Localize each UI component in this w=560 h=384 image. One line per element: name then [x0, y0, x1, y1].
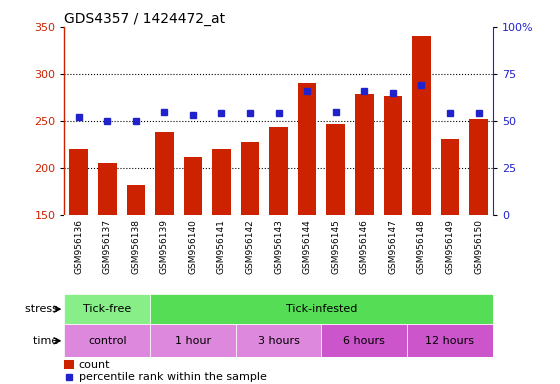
Text: 3 hours: 3 hours — [258, 336, 300, 346]
Text: Tick-free: Tick-free — [83, 304, 132, 314]
Bar — [407, 324, 493, 357]
Text: GSM956146: GSM956146 — [360, 219, 369, 274]
Bar — [441, 139, 459, 215]
Text: GSM956144: GSM956144 — [302, 219, 312, 274]
Bar — [150, 294, 493, 324]
Text: count: count — [78, 360, 110, 370]
Text: Tick-infested: Tick-infested — [286, 304, 357, 314]
Bar — [269, 127, 288, 215]
Text: percentile rank within the sample: percentile rank within the sample — [78, 372, 267, 382]
Text: GSM956140: GSM956140 — [188, 219, 198, 274]
Bar — [98, 163, 116, 215]
Text: GSM956150: GSM956150 — [474, 219, 483, 274]
Text: GSM956149: GSM956149 — [445, 219, 455, 274]
Text: GSM956142: GSM956142 — [245, 219, 255, 274]
Bar — [241, 142, 259, 215]
Bar — [355, 94, 374, 215]
Text: GSM956141: GSM956141 — [217, 219, 226, 274]
Text: GSM956137: GSM956137 — [102, 219, 112, 274]
Bar — [184, 157, 202, 215]
Bar — [321, 324, 407, 357]
Text: GSM956138: GSM956138 — [131, 219, 141, 274]
Text: GSM956143: GSM956143 — [274, 219, 283, 274]
Bar — [64, 294, 150, 324]
Text: GSM956147: GSM956147 — [388, 219, 398, 274]
Bar — [64, 324, 150, 357]
Text: GSM956148: GSM956148 — [417, 219, 426, 274]
Bar — [212, 149, 231, 215]
Bar — [384, 96, 402, 215]
Bar — [64, 359, 74, 369]
Bar — [326, 124, 345, 215]
Text: 6 hours: 6 hours — [343, 336, 385, 346]
Text: time: time — [33, 336, 62, 346]
Text: stress: stress — [25, 304, 62, 314]
Text: 1 hour: 1 hour — [175, 336, 211, 346]
Bar — [127, 185, 145, 215]
Bar — [236, 324, 321, 357]
Text: control: control — [88, 336, 127, 346]
Bar — [469, 119, 488, 215]
Text: 12 hours: 12 hours — [426, 336, 474, 346]
Text: GSM956139: GSM956139 — [160, 219, 169, 274]
Bar — [150, 324, 236, 357]
Text: GSM956136: GSM956136 — [74, 219, 83, 274]
Text: GDS4357 / 1424472_at: GDS4357 / 1424472_at — [64, 12, 226, 25]
Text: GSM956145: GSM956145 — [331, 219, 340, 274]
Bar — [155, 132, 174, 215]
Bar — [69, 149, 88, 215]
Bar — [412, 36, 431, 215]
Bar — [298, 83, 316, 215]
